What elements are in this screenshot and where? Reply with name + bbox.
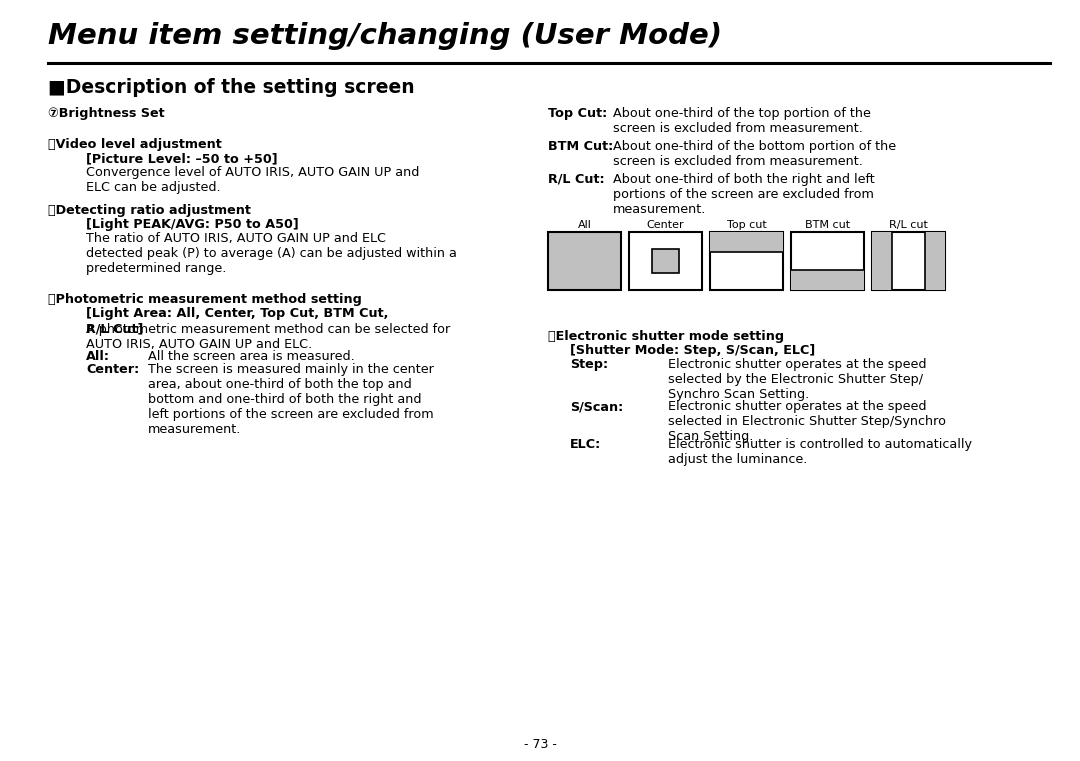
Text: ⑯Video level adjustment: ⑯Video level adjustment (48, 138, 221, 151)
Text: All: All (578, 220, 592, 230)
Text: [Light PEAK/AVG: P50 to A50]: [Light PEAK/AVG: P50 to A50] (86, 218, 299, 231)
Text: - 73 -: - 73 - (524, 738, 556, 751)
Bar (710, 232, 783, 253)
Bar (791, 232, 864, 290)
Text: About one-third of the bottom portion of the
screen is excluded from measurement: About one-third of the bottom portion of… (613, 140, 896, 168)
Text: ■Description of the setting screen: ■Description of the setting screen (48, 78, 415, 97)
Text: About one-third of the top portion of the
screen is excluded from measurement.: About one-third of the top portion of th… (613, 107, 870, 135)
Text: About one-third of both the right and left
portions of the screen are excluded f: About one-third of both the right and le… (613, 173, 875, 216)
Bar (872, 232, 892, 290)
Text: All:: All: (86, 350, 110, 363)
Text: ⑦Brightness Set: ⑦Brightness Set (48, 107, 164, 120)
Text: Electronic shutter is controlled to automatically
adjust the luminance.: Electronic shutter is controlled to auto… (669, 438, 972, 466)
Bar (791, 269, 864, 290)
Text: BTM cut: BTM cut (805, 220, 850, 230)
Text: Electronic shutter operates at the speed
selected in Electronic Shutter Step/Syn: Electronic shutter operates at the speed… (669, 400, 946, 443)
Text: ⑰Detecting ratio adjustment: ⑰Detecting ratio adjustment (48, 204, 251, 217)
Text: Top Cut:: Top Cut: (548, 107, 607, 120)
Text: ⑱Photometric measurement method setting: ⑱Photometric measurement method setting (48, 293, 362, 306)
Text: Step:: Step: (570, 358, 608, 371)
Text: [Picture Level: –50 to +50]: [Picture Level: –50 to +50] (86, 152, 278, 165)
Bar (651, 249, 679, 273)
Text: Convergence level of AUTO IRIS, AUTO GAIN UP and
ELC can be adjusted.: Convergence level of AUTO IRIS, AUTO GAI… (86, 166, 419, 194)
Text: The screen is measured mainly in the center
area, about one-third of both the to: The screen is measured mainly in the cen… (148, 363, 434, 436)
Bar (629, 232, 702, 290)
Bar (710, 232, 783, 290)
Text: R/L Cut:: R/L Cut: (548, 173, 605, 186)
Text: ELC:: ELC: (570, 438, 602, 451)
Text: BTM Cut:: BTM Cut: (548, 140, 613, 153)
Text: ⑲Electronic shutter mode setting: ⑲Electronic shutter mode setting (548, 330, 784, 343)
Text: Electronic shutter operates at the speed
selected by the Electronic Shutter Step: Electronic shutter operates at the speed… (669, 358, 927, 401)
Text: [Light Area: All, Center, Top Cut, BTM Cut,
R/L Cut]: [Light Area: All, Center, Top Cut, BTM C… (86, 307, 389, 335)
Text: Center: Center (647, 220, 685, 230)
Text: [Shutter Mode: Step, S/Scan, ELC]: [Shutter Mode: Step, S/Scan, ELC] (570, 344, 815, 357)
Text: Top cut: Top cut (727, 220, 767, 230)
Text: S/Scan:: S/Scan: (570, 400, 623, 413)
Text: The ratio of AUTO IRIS, AUTO GAIN UP and ELC
detected peak (P) to average (A) ca: The ratio of AUTO IRIS, AUTO GAIN UP and… (86, 232, 457, 275)
Bar (548, 232, 621, 290)
Text: Menu item setting/changing (User Mode): Menu item setting/changing (User Mode) (48, 22, 723, 50)
Bar (872, 232, 945, 290)
Text: R/L cut: R/L cut (889, 220, 928, 230)
Text: A photometric measurement method can be selected for
AUTO IRIS, AUTO GAIN UP and: A photometric measurement method can be … (86, 323, 450, 351)
Text: All the screen area is measured.: All the screen area is measured. (148, 350, 354, 363)
Text: Center:: Center: (86, 363, 139, 376)
Bar (926, 232, 945, 290)
